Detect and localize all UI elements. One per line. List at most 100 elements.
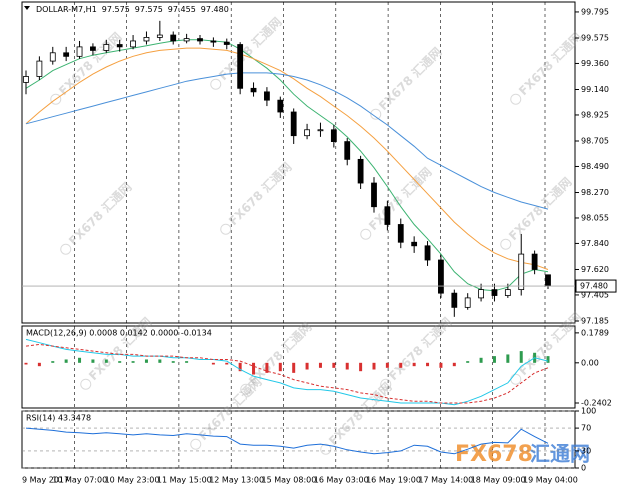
macd-bar xyxy=(452,362,456,367)
y-tick-label: 98.270 xyxy=(581,188,609,197)
candle-body xyxy=(170,34,177,42)
y-tick-label: 97.620 xyxy=(581,265,609,274)
header: DOLLAR-M7,H1 97.575 97.575 97.455 97.480 xyxy=(36,5,229,14)
candle-body xyxy=(36,60,43,77)
header-value: 97.480 xyxy=(201,5,229,14)
candle-body xyxy=(130,40,136,48)
time-label: 18 May 09:00 xyxy=(471,476,526,485)
candle-body xyxy=(411,241,418,247)
time-label: 15 May 08:00 xyxy=(262,476,317,485)
y-tick-label: 70 xyxy=(581,424,591,433)
y-tick-label: 30 xyxy=(581,446,591,455)
header-arrow xyxy=(24,6,30,10)
time-label: 16 May 19:00 xyxy=(366,476,421,485)
macd-bar xyxy=(359,362,363,372)
symbol: DOLLAR-M7,H1 xyxy=(36,5,97,14)
candle-body xyxy=(464,297,471,308)
macd-bar xyxy=(412,362,416,367)
y-tick-label: 98.705 xyxy=(581,137,609,146)
candle-body xyxy=(317,129,324,132)
macd-bar xyxy=(91,359,95,363)
candle-body xyxy=(63,52,70,57)
y-tick-label: 97.840 xyxy=(581,239,609,248)
candle-body xyxy=(531,253,538,270)
macd-bar xyxy=(118,361,122,363)
candle-body xyxy=(197,38,203,42)
macd-bar xyxy=(305,362,309,370)
candle-body xyxy=(49,52,56,62)
macd-bar xyxy=(318,362,322,368)
candle-body xyxy=(23,76,29,83)
watermark-icon xyxy=(510,93,522,105)
header-value: 97.455 xyxy=(168,5,196,14)
candle-body xyxy=(424,245,431,261)
macd-bar xyxy=(399,362,403,368)
time-label: 9 May 2017 xyxy=(22,476,69,485)
last-price-box xyxy=(575,279,617,293)
time-label: 17 May 14:00 xyxy=(418,476,473,485)
y-tick-label: 0.00 xyxy=(581,358,599,367)
candle-body xyxy=(264,91,270,101)
candle-body xyxy=(90,46,96,51)
macd-bar xyxy=(225,362,229,365)
candle-body xyxy=(397,224,404,243)
candle-body xyxy=(371,182,377,208)
time-label: 11 May 15:00 xyxy=(157,476,212,485)
macd-bar xyxy=(292,362,296,373)
watermark-icon xyxy=(210,78,222,90)
indicator-line xyxy=(25,72,549,210)
y-tick-label: 97.405 xyxy=(581,290,609,299)
watermark-icon xyxy=(510,373,522,385)
pane-frame xyxy=(21,1,576,324)
candle-body xyxy=(210,40,217,43)
time-label: 12 May 13:00 xyxy=(209,476,264,485)
y-tick-label: -0.2402 xyxy=(581,399,612,408)
candle-body xyxy=(250,87,257,93)
y-tick-label: 99.360 xyxy=(581,59,609,68)
y-tick-label: 98.490 xyxy=(581,162,609,171)
macd-bar xyxy=(104,359,108,363)
time-label: 16 May 03:00 xyxy=(314,476,369,485)
macd-bar xyxy=(426,362,430,367)
macd-bar xyxy=(171,361,175,363)
y-tick-label: 99.140 xyxy=(581,85,609,94)
macd-bar xyxy=(265,362,269,373)
watermark-icon xyxy=(190,438,202,450)
last-price-label: 97.480 xyxy=(580,282,608,291)
watermark-icon xyxy=(370,108,382,120)
candle-body xyxy=(451,292,458,308)
y-tick-label: 0.1789 xyxy=(581,328,609,337)
candle-body xyxy=(344,141,351,160)
indicator-line xyxy=(25,427,549,455)
macd-bar xyxy=(37,362,41,367)
indicator-line xyxy=(25,343,549,404)
macd-bar xyxy=(144,359,148,363)
watermark-icon xyxy=(500,238,512,250)
macd-bar xyxy=(78,357,82,363)
header-value: 97.575 xyxy=(135,5,163,14)
watermark-icon xyxy=(360,228,372,240)
macd-bar xyxy=(64,359,68,363)
candle-body xyxy=(330,129,337,143)
pane-frame xyxy=(21,325,576,409)
watermark-icon xyxy=(50,93,62,105)
macd-bar xyxy=(211,362,215,365)
macd-bar xyxy=(506,354,510,363)
macd-bar xyxy=(546,356,550,363)
candle-body xyxy=(384,206,391,225)
macd-bar xyxy=(439,362,443,368)
candle-body xyxy=(504,289,511,296)
macd-bar xyxy=(24,362,28,365)
macd-bar xyxy=(519,351,523,363)
time-label: 10 May 07:00 xyxy=(52,476,107,485)
macd-bar xyxy=(51,361,55,363)
macd-bar xyxy=(332,362,336,368)
indicator-line xyxy=(25,47,549,270)
candle-body xyxy=(545,274,551,287)
y-tick-label: 0 xyxy=(581,464,586,473)
y-tick-label: 99.575 xyxy=(581,33,609,42)
watermark-icon xyxy=(80,378,92,390)
